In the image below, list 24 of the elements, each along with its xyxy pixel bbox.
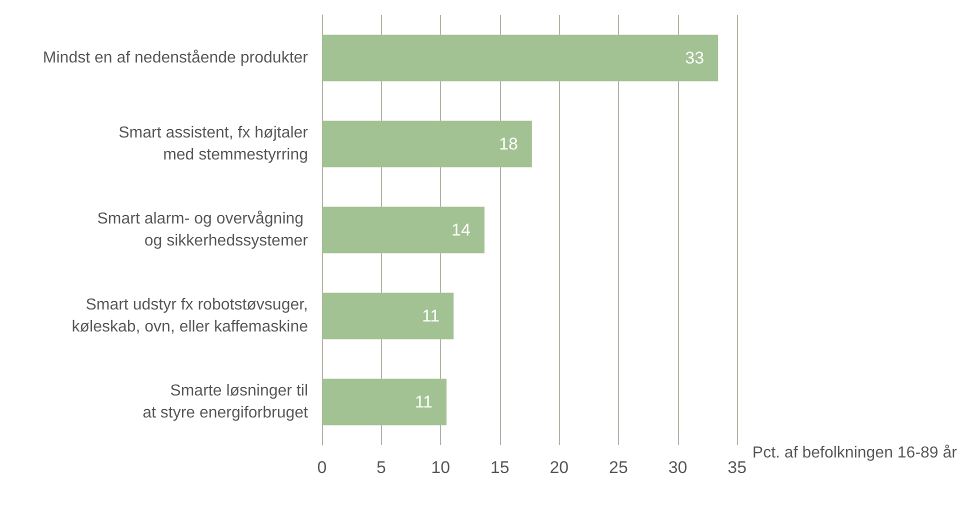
x-tick-label: 10 bbox=[431, 458, 450, 477]
x-tick-label: 35 bbox=[728, 458, 747, 477]
x-tick-label: 25 bbox=[609, 458, 628, 477]
y-tick-label: Smart assistent, fx højtaler med stemmestyrring bbox=[118, 124, 309, 164]
bar bbox=[322, 34, 718, 82]
y-tick-label: Smart udstyr fx robotstøvsuger, køleskab, ovn, eller kaffemaskine bbox=[72, 296, 308, 336]
data-label: 11 bbox=[414, 392, 433, 412]
x-tick-label: 15 bbox=[490, 458, 510, 477]
x-tick-label: 0 bbox=[317, 458, 327, 477]
bar bbox=[322, 292, 454, 340]
y-tick-label: Mindst en af nedenstående produkter bbox=[42, 50, 309, 66]
x-tick-label: 20 bbox=[550, 458, 569, 477]
y-tick-label: Smarte løsninger til at styre energiforbruget bbox=[142, 382, 309, 422]
data-label: 11 bbox=[422, 306, 440, 326]
data-label: 18 bbox=[498, 134, 518, 154]
data-label: 14 bbox=[452, 220, 470, 240]
x-tick-label: 30 bbox=[668, 458, 688, 477]
x-axis-title: Pct. af befolkningen 16-89 år bbox=[752, 444, 958, 462]
bar bbox=[322, 378, 447, 426]
bar bbox=[322, 206, 484, 254]
bar bbox=[322, 120, 532, 168]
x-tick-label: 5 bbox=[376, 458, 386, 477]
y-tick-label: Smart alarm- og overvågning og sikkerhedssystemer bbox=[97, 210, 309, 250]
data-label: 33 bbox=[685, 48, 704, 68]
